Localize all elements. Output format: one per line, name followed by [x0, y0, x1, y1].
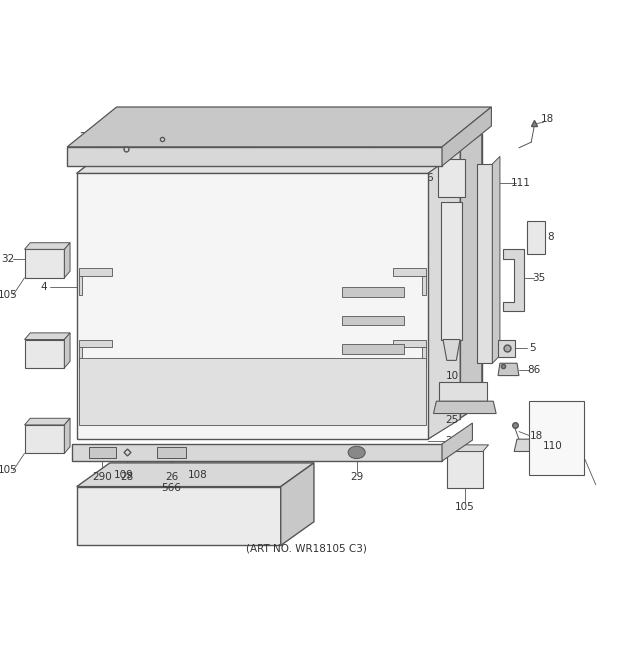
Bar [79, 340, 112, 347]
Text: 105: 105 [0, 290, 17, 300]
Text: 8: 8 [547, 232, 554, 242]
Bar [79, 268, 112, 276]
Bar [529, 401, 585, 475]
Text: 105: 105 [190, 387, 210, 397]
Bar [79, 358, 426, 425]
Polygon shape [25, 418, 70, 425]
Bar [342, 344, 404, 354]
Bar [342, 316, 404, 325]
Bar [72, 444, 442, 461]
Polygon shape [77, 151, 460, 173]
Bar [157, 447, 186, 458]
Bar [498, 340, 515, 356]
Polygon shape [492, 157, 500, 364]
Text: 18: 18 [541, 114, 554, 124]
Polygon shape [64, 333, 70, 368]
Text: 32: 32 [1, 254, 14, 264]
Text: 12: 12 [417, 245, 431, 254]
Text: 566: 566 [162, 483, 182, 492]
Bar [67, 147, 442, 166]
Bar [25, 425, 64, 453]
Ellipse shape [348, 446, 365, 459]
Text: 105: 105 [455, 502, 475, 512]
Text: 5: 5 [529, 343, 536, 353]
Text: 29: 29 [350, 472, 363, 482]
Polygon shape [498, 364, 519, 375]
Bar [79, 347, 82, 366]
Bar [526, 221, 546, 254]
Polygon shape [64, 243, 70, 278]
Polygon shape [281, 463, 314, 545]
Text: 28: 28 [104, 125, 117, 135]
Text: 900: 900 [257, 119, 277, 129]
Bar [106, 151, 460, 419]
Bar [342, 288, 404, 297]
Bar [477, 164, 492, 364]
Bar [447, 451, 483, 488]
Bar [422, 347, 426, 366]
Polygon shape [428, 151, 460, 439]
Bar [392, 340, 426, 347]
Text: 290: 290 [92, 472, 112, 482]
Text: 23: 23 [445, 436, 458, 446]
Polygon shape [503, 249, 524, 311]
Polygon shape [433, 401, 496, 414]
Bar [77, 173, 428, 439]
Text: 921: 921 [361, 136, 381, 145]
Polygon shape [77, 134, 482, 173]
Text: (ART NO. WR18105 C3): (ART NO. WR18105 C3) [246, 543, 367, 553]
Polygon shape [64, 418, 70, 453]
Text: 26: 26 [165, 472, 178, 482]
Bar [422, 276, 426, 295]
Text: 35: 35 [532, 273, 546, 283]
Polygon shape [442, 107, 492, 166]
Bar [25, 340, 64, 368]
Bar [392, 268, 426, 276]
Text: 18: 18 [529, 432, 542, 442]
Text: ereplacementparts.com: ereplacementparts.com [211, 325, 345, 335]
Polygon shape [428, 134, 482, 439]
Text: 86: 86 [528, 365, 541, 375]
Bar [441, 202, 462, 340]
Text: 28: 28 [120, 472, 134, 482]
Text: 111: 111 [511, 178, 531, 188]
Bar [439, 382, 487, 401]
Text: 25: 25 [445, 415, 458, 425]
Bar [79, 276, 82, 295]
Bar [89, 447, 115, 458]
Text: 30: 30 [136, 121, 149, 131]
Polygon shape [442, 423, 472, 461]
Text: 4: 4 [40, 282, 46, 292]
Polygon shape [25, 333, 70, 340]
Polygon shape [25, 243, 70, 249]
Polygon shape [77, 463, 314, 486]
Polygon shape [443, 340, 460, 360]
Polygon shape [447, 445, 489, 451]
Bar [126, 134, 482, 404]
Text: 109: 109 [114, 470, 134, 480]
Bar [25, 249, 64, 278]
Text: 10: 10 [446, 371, 459, 381]
Text: 108: 108 [187, 470, 207, 480]
Bar [438, 159, 465, 197]
Text: 105: 105 [0, 465, 17, 475]
Polygon shape [514, 439, 539, 451]
Text: 24: 24 [79, 132, 93, 142]
Text: 6: 6 [427, 173, 433, 183]
Polygon shape [67, 107, 492, 147]
Text: 110: 110 [543, 441, 563, 451]
Bar [77, 486, 281, 545]
Text: 1: 1 [619, 480, 620, 490]
Text: 150: 150 [318, 306, 338, 316]
